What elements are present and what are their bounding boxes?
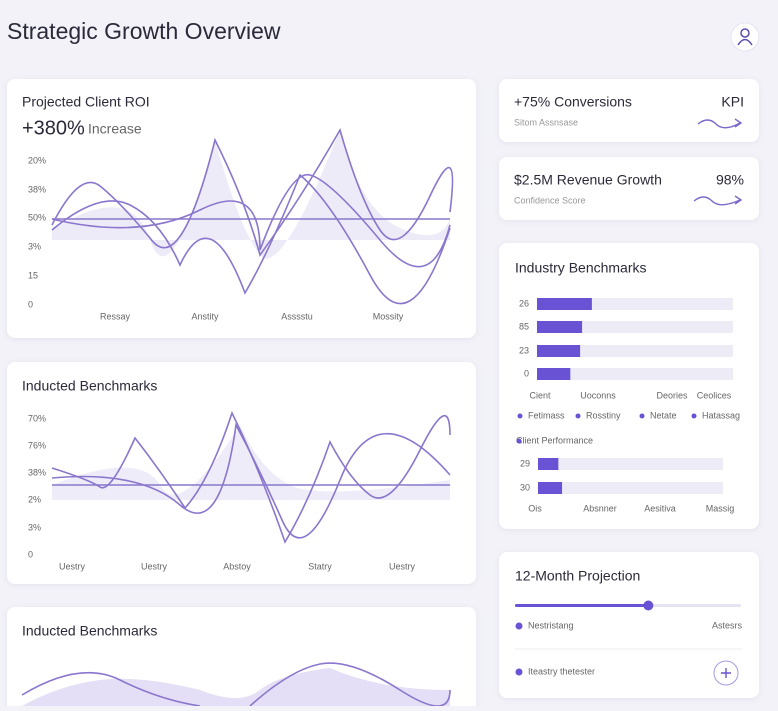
kpi-title: +75% Conversions bbox=[514, 94, 632, 110]
legend-dot bbox=[691, 413, 697, 419]
x-label: Mossity bbox=[373, 311, 404, 321]
y-label: 38% bbox=[28, 184, 46, 194]
x-label: Ressay bbox=[100, 311, 131, 321]
x-label: Aesitiva bbox=[644, 503, 676, 513]
legend-dot bbox=[517, 413, 523, 419]
legend-label: Netate bbox=[650, 410, 677, 420]
avatar-icon bbox=[737, 38, 753, 46]
card-title: 12-Month Projection bbox=[515, 568, 640, 584]
x-label: Abstoy bbox=[223, 561, 251, 571]
card-title: Inducted Benchmarks bbox=[22, 378, 157, 394]
line-chart bbox=[51, 410, 451, 544]
kpi-card bbox=[499, 79, 759, 142]
x-label: Asssstu bbox=[281, 311, 313, 321]
bar-track bbox=[538, 482, 723, 494]
avatar-icon bbox=[740, 28, 750, 38]
bar-label: 23 bbox=[519, 345, 529, 355]
add-icon bbox=[721, 668, 731, 678]
area bbox=[22, 668, 450, 706]
x-label: Ois bbox=[528, 503, 542, 513]
bullet bbox=[516, 438, 522, 444]
x-label: Statry bbox=[308, 561, 332, 571]
bar-track bbox=[537, 368, 733, 380]
y-label: 50% bbox=[28, 212, 46, 222]
bar bbox=[537, 298, 592, 310]
area bbox=[52, 130, 450, 259]
area bbox=[52, 425, 450, 500]
bar-track bbox=[538, 458, 723, 470]
kpi-badge: 98% bbox=[716, 172, 744, 188]
y-label: 38% bbox=[28, 467, 46, 477]
line bbox=[51, 410, 451, 544]
card bbox=[499, 552, 759, 698]
line bbox=[51, 173, 451, 305]
line bbox=[51, 173, 451, 268]
y-label: 3% bbox=[28, 241, 41, 251]
x-label: Uestry bbox=[141, 561, 168, 571]
card-title: Projected Client ROI bbox=[22, 94, 150, 110]
x-label: Uestry bbox=[389, 561, 416, 571]
bullet bbox=[515, 622, 523, 630]
legend-dot bbox=[575, 413, 581, 419]
bullet bbox=[515, 668, 523, 676]
y-label: 70% bbox=[28, 413, 46, 423]
x-label: Deories bbox=[656, 390, 688, 400]
y-label: 0 bbox=[28, 549, 33, 559]
kpi-title: $2.5M Revenue Growth bbox=[514, 172, 662, 188]
trend-icon bbox=[697, 118, 743, 129]
list-item: Iteastry thetester bbox=[528, 666, 595, 676]
subsection-title: Client Performance bbox=[516, 435, 593, 445]
y-label: 20% bbox=[28, 155, 46, 165]
headline-suffix: Increase bbox=[88, 121, 142, 137]
progress-label: Astesrs bbox=[712, 620, 743, 630]
card-title: Inducted Benchmarks bbox=[22, 623, 157, 639]
bar bbox=[538, 482, 563, 494]
line bbox=[51, 422, 451, 539]
line bbox=[51, 127, 454, 257]
legend-label: Hatassag bbox=[702, 410, 740, 420]
x-label: Massig bbox=[706, 503, 735, 513]
progress-fill bbox=[515, 604, 649, 607]
bar-label: 26 bbox=[519, 298, 529, 308]
headline: +380% bbox=[22, 117, 85, 139]
bar bbox=[537, 321, 583, 333]
x-label: Cient bbox=[529, 390, 551, 400]
legend-dot bbox=[639, 413, 645, 419]
x-label: Uoconns bbox=[580, 390, 616, 400]
x-label: Ceolices bbox=[697, 390, 732, 400]
y-label: 76% bbox=[28, 440, 46, 450]
kpi-card bbox=[499, 157, 759, 220]
x-label: Absnner bbox=[583, 503, 617, 513]
kpi-subtitle: Confidence Score bbox=[514, 195, 586, 205]
legend-label: Rosstiny bbox=[586, 410, 621, 420]
bar-label: 0 bbox=[524, 368, 529, 378]
bar-label: 29 bbox=[520, 458, 530, 468]
bar-label: 30 bbox=[520, 482, 530, 492]
progress-handle[interactable] bbox=[643, 600, 654, 611]
kpi-badge: KPI bbox=[721, 94, 744, 110]
bar-label: 85 bbox=[519, 321, 529, 331]
card bbox=[7, 79, 476, 338]
bar bbox=[538, 458, 559, 470]
line-chart bbox=[51, 127, 454, 305]
bar bbox=[537, 368, 571, 380]
x-label: Uestry bbox=[59, 561, 86, 571]
page-title: Strategic Growth Overview bbox=[7, 18, 281, 44]
trend-icon bbox=[693, 195, 743, 206]
x-label: Anstity bbox=[191, 311, 219, 321]
kpi-subtitle: Sitom Assnsase bbox=[514, 117, 578, 127]
y-label: 3% bbox=[28, 522, 41, 532]
card-title: Industry Benchmarks bbox=[515, 260, 647, 276]
legend-label: Fetimass bbox=[528, 410, 565, 420]
bar-track bbox=[537, 321, 733, 333]
y-label: 0 bbox=[28, 299, 33, 309]
progress-label: Nestristang bbox=[528, 620, 574, 630]
y-label: 15 bbox=[28, 270, 38, 280]
bar-track bbox=[537, 345, 733, 357]
y-label: 2% bbox=[28, 494, 41, 504]
card bbox=[499, 243, 759, 529]
bar bbox=[537, 345, 581, 357]
